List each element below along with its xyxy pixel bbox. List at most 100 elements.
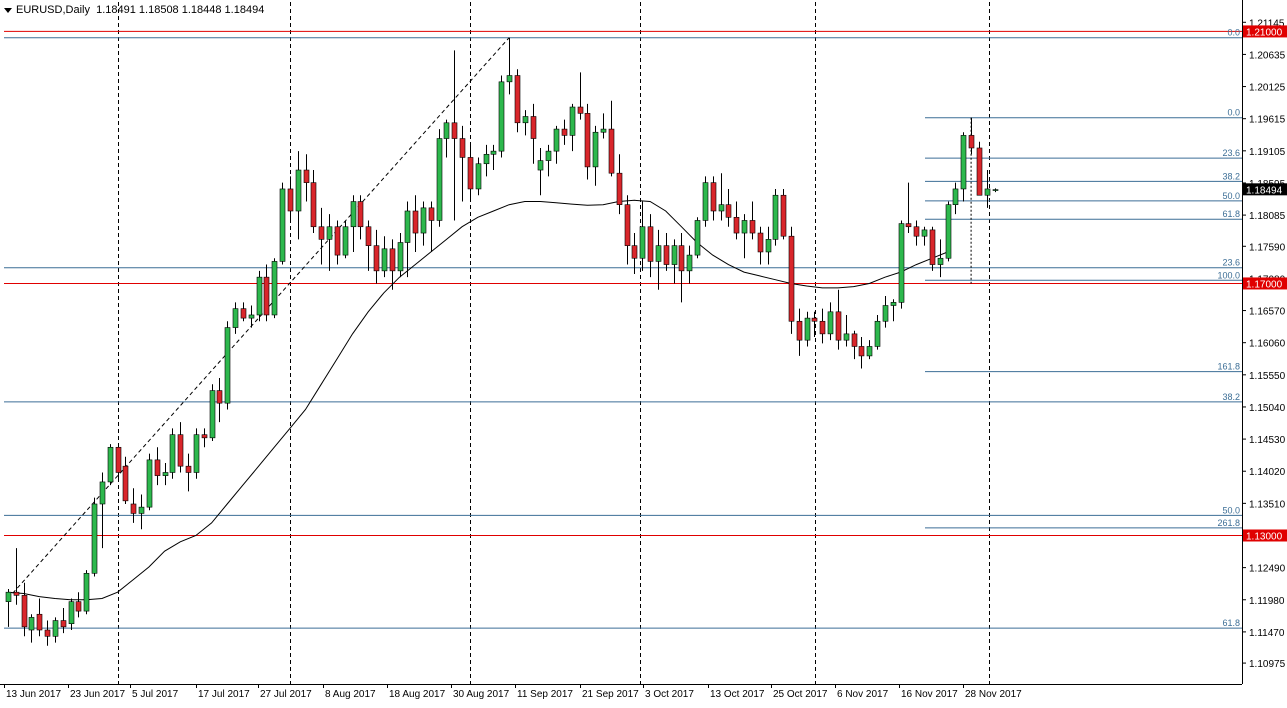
bullish-candle [68,601,75,625]
bearish-candle [75,601,82,612]
bullish-candle [945,204,952,259]
bearish-candle [287,188,294,212]
price-tick-label: 1.20125 [1249,83,1286,94]
time-tick-label: 18 Aug 2017 [389,689,446,700]
bullish-candle [960,135,967,190]
bullish-candle [146,459,153,508]
bearish-candle [467,157,474,190]
bullish-candle [271,261,278,316]
bearish-candle [216,390,223,404]
bearish-candle [905,223,912,228]
bullish-candle [248,314,255,319]
bullish-candle [404,210,411,243]
time-tick-label: 25 Oct 2017 [773,689,828,700]
bullish-candle [874,320,881,347]
bullish-candle [483,153,490,165]
time-tick-label: 13 Oct 2017 [710,689,765,700]
bullish-candle [326,226,333,240]
triangle-down-icon[interactable] [4,7,12,13]
bearish-candle [115,446,122,473]
price-tick-label: 1.14530 [1249,435,1286,446]
bullish-candle [639,226,646,259]
price-tick-label: 1.13510 [1249,499,1286,510]
fib-extension-label: 61.8 [1222,209,1240,219]
bullish-candle [279,188,286,262]
bullish-candle [162,472,169,476]
fib-extension-label: 38.2 [1222,171,1240,181]
bullish-candle [952,188,959,205]
bearish-candle [780,194,787,237]
bullish-candle [992,189,999,191]
bullish-candle [256,276,263,316]
fib-extension-label: 23.6 [1222,148,1240,158]
time-tick-label: 17 Jul 2017 [198,689,250,700]
fib-retracement-label: 38.2 [1222,392,1240,402]
bearish-candle [201,434,208,439]
bullish-candle [498,81,505,152]
bullish-candle [350,201,357,228]
fib-extension-label: 261.8 [1217,518,1240,528]
bearish-candle [561,128,568,136]
bearish-candle [130,503,137,514]
bullish-candle [381,248,388,272]
bearish-candle [968,135,975,149]
price-tick-label: 1.21145 [1249,18,1285,29]
bearish-candle [725,204,732,218]
bearish-candle [577,106,584,114]
bullish-candle [804,317,811,341]
bearish-candle [154,459,161,476]
fib-extension-label: 50.0 [1222,191,1240,201]
bearish-candle [44,629,51,637]
bullish-candle [882,305,889,322]
bearish-candle [913,226,920,237]
bullish-candle [890,302,897,306]
price-level-tag [1243,277,1287,290]
bearish-candle [663,245,670,265]
bearish-candle [608,128,615,174]
bullish-candle [718,204,725,212]
bearish-candle [122,465,129,502]
timeframe-label: Daily [65,4,90,16]
bearish-candle [451,122,458,139]
bullish-candle [921,229,928,237]
fib-extension-label: 100.0 [1217,270,1240,280]
ohlc-readout: 1.18491 1.18508 1.18448 1.18494 [96,4,265,16]
price-tick-label: 1.15040 [1249,403,1286,414]
bearish-candle [616,172,623,205]
fib-extension-label: 0.0 [1227,108,1240,118]
bearish-candle [976,147,983,196]
time-tick-label: 13 Jun 2017 [6,689,61,700]
bearish-candle [240,308,247,319]
fib-trendline [7,37,510,599]
bearish-candle [263,276,270,316]
bullish-candle [5,591,12,602]
price-level-tag-label: 1.13000 [1246,531,1283,542]
bearish-candle [819,320,826,335]
current-price-tag [1243,183,1287,196]
price-tick-label: 1.16060 [1249,339,1286,350]
bullish-candle [827,311,834,335]
bearish-candle [428,207,435,221]
bearish-candle [21,595,28,628]
bearish-candle [310,182,317,228]
bullish-candle [984,188,991,196]
bullish-candle [553,128,560,152]
bullish-candle [866,346,873,357]
bullish-candle [295,169,302,212]
bearish-candle [318,226,325,240]
fib-extension-label: 161.8 [1217,362,1240,372]
bearish-candle [733,216,740,234]
bullish-candle [765,239,772,253]
time-tick-label: 5 Jul 2017 [132,689,179,700]
price-level-tag [1243,25,1287,38]
bullish-candle [436,138,443,221]
bearish-candle [796,320,803,341]
bullish-candle [537,160,544,171]
bearish-candle [835,311,842,341]
fib-retracement-label: 0.0 [1227,28,1240,38]
bullish-candle [490,150,497,155]
bullish-candle [506,75,513,83]
fib-retracement-label: 61.8 [1222,618,1240,628]
